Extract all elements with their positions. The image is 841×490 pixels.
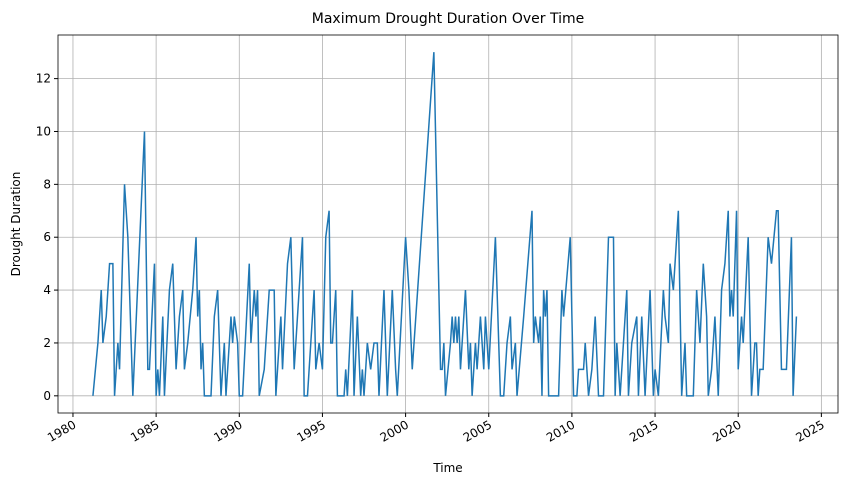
x-tick-label: 1990 xyxy=(211,417,244,444)
x-axis-label: Time xyxy=(432,461,462,475)
plot-frame xyxy=(57,34,839,414)
x-tick-label: 1980 xyxy=(45,417,78,444)
x-tick-label: 1995 xyxy=(294,417,327,444)
y-tick-label: 4 xyxy=(43,283,51,297)
x-tick-label: 2020 xyxy=(710,417,743,444)
y-tick-label: 6 xyxy=(43,230,51,244)
y-tick-label: 10 xyxy=(36,124,51,138)
x-tick-label: 2005 xyxy=(461,417,494,444)
x-tick-label: 2010 xyxy=(544,417,577,444)
chart-title: Maximum Drought Duration Over Time xyxy=(312,11,584,27)
y-tick-label: 0 xyxy=(43,389,51,403)
x-tick-label: 1985 xyxy=(128,417,161,444)
y-tick-label: 2 xyxy=(43,336,51,350)
data-line xyxy=(92,52,798,397)
y-tick-label: 8 xyxy=(43,177,51,191)
y-tick-label: 12 xyxy=(36,72,51,86)
x-tick-label: 2015 xyxy=(627,417,660,444)
x-tick-label: 2025 xyxy=(793,417,826,444)
x-tick-label: 2000 xyxy=(378,417,411,444)
y-axis-label: Drought Duration xyxy=(9,172,23,277)
